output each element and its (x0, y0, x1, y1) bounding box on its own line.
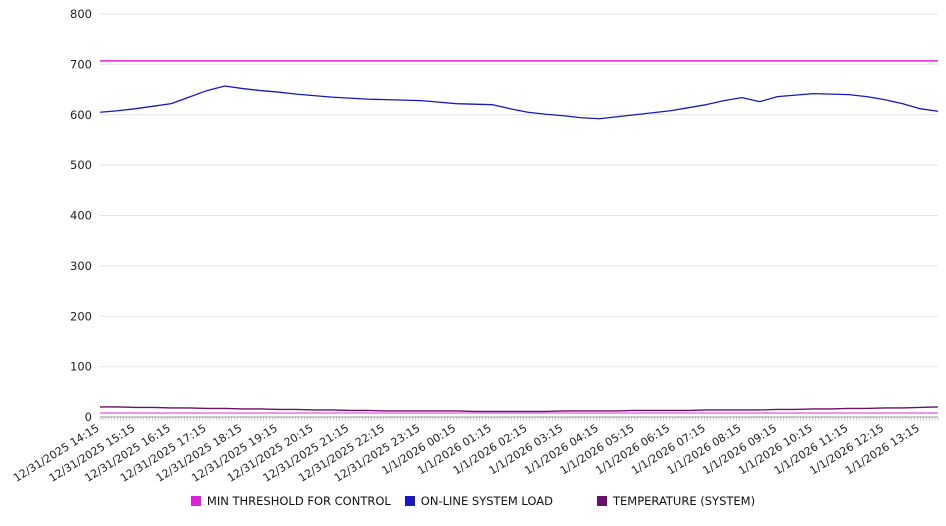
legend-label-temperature: TEMPERATURE (SYSTEM) (613, 494, 756, 508)
legend-item-temperature[interactable]: TEMPERATURE (SYSTEM) (597, 494, 755, 508)
y-axis-tick-label: 300 (70, 259, 92, 273)
y-axis-tick-label: 600 (70, 108, 92, 122)
series-line-1 (99, 85, 939, 120)
y-axis-tick-label: 100 (70, 360, 92, 374)
legend-swatch-min-threshold-icon (190, 496, 201, 506)
legend-swatch-system-load-icon (404, 496, 415, 506)
series-line-2 (100, 406, 939, 413)
legend-item-system-load[interactable]: ON-LINE SYSTEM LOAD (404, 494, 553, 508)
y-axis-tick-label: 200 (70, 309, 92, 323)
legend: MIN THRESHOLD FOR CONTROL ON-LINE SYSTEM… (0, 494, 946, 508)
legend-label-system-load: ON-LINE SYSTEM LOAD (420, 494, 553, 508)
y-axis-tick-label: 0 (85, 410, 92, 424)
y-axis-tick-label: 800 (70, 7, 92, 21)
y-axis-tick-label: 500 (70, 158, 92, 172)
legend-item-min-threshold[interactable]: MIN THRESHOLD FOR CONTROL (190, 494, 391, 508)
legend-label-min-threshold: MIN THRESHOLD FOR CONTROL (206, 494, 391, 508)
y-axis-tick-label: 400 (70, 209, 92, 223)
y-axis-tick-label: 700 (70, 57, 92, 71)
legend-swatch-temperature-icon (597, 496, 607, 506)
